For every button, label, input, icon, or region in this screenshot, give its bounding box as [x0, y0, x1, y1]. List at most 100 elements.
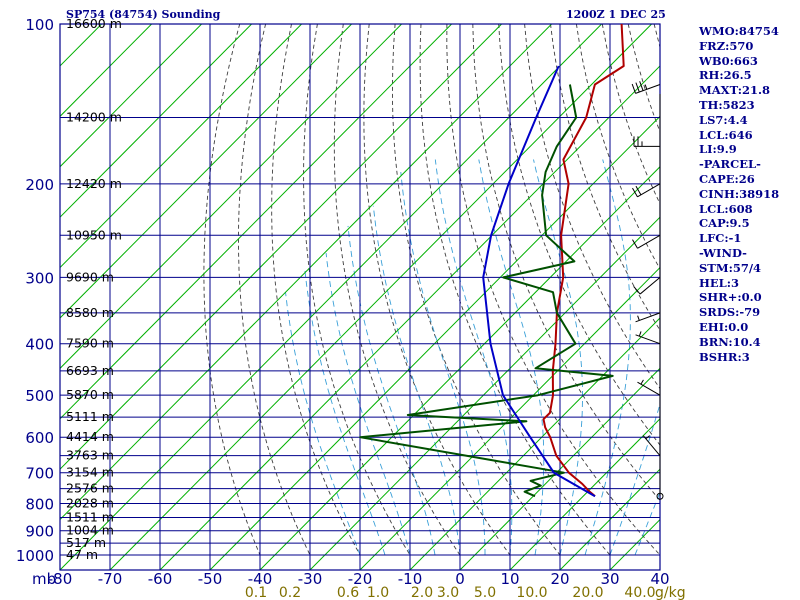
height-label: 1004 m — [66, 523, 114, 538]
parameter-item: LS7:4.4 — [699, 112, 748, 127]
moist-adiabat-line — [372, 205, 461, 556]
moist-adiabat-line — [609, 402, 660, 556]
temperature-tick-label: -30 — [298, 570, 323, 588]
height-label: 16600 m — [66, 16, 122, 31]
mixing-ratio-label: 0.1 — [245, 585, 267, 600]
height-label: 517 m — [66, 535, 106, 550]
isotherm-line — [60, 24, 502, 470]
height-label: 2576 m — [66, 481, 114, 496]
wind-barb-staff — [637, 234, 661, 249]
moist-adiabat-line — [400, 171, 486, 555]
isotherm-line — [309, 216, 660, 570]
height-label: 2028 m — [66, 496, 114, 511]
parameter-item: TH:5823 — [699, 97, 755, 112]
wind-barb-feather — [632, 239, 638, 249]
parameter-item: HEL:3 — [699, 275, 739, 290]
temperature-tick-label: -40 — [248, 570, 273, 588]
wind-barb-half-feather — [640, 379, 644, 385]
height-label: 8580 m — [66, 305, 114, 320]
pressure-tick-label: 400 — [25, 336, 54, 354]
mixing-ratio-label: 40.0 — [624, 585, 655, 600]
parameter-item: -PARCEL- — [699, 157, 761, 172]
moist-adiabat-line — [325, 253, 411, 556]
parameter-item: EHI:0.0 — [699, 319, 749, 334]
height-label: 12420 m — [66, 176, 122, 191]
chart-title: SP754 (84754) Sounding — [66, 8, 221, 21]
sounding-parameters-panel: WMO:84754 FRZ:570 WB0:663 RH:26.5 MAXT:21.8 T… — [699, 24, 779, 364]
isotherm-line — [409, 317, 660, 570]
isotherm-line — [60, 24, 352, 319]
wind-barb-feather — [632, 187, 638, 198]
height-label: 5111 m — [66, 409, 114, 424]
parameter-item: FRZ:570 — [699, 38, 754, 53]
temperature-profile-line — [542, 24, 625, 497]
dry-adiabat-line — [238, 24, 311, 556]
pressure-tick-label: 300 — [25, 269, 54, 287]
mixing-ratio-label: 3.0 — [437, 585, 459, 600]
mixing-ratio-label: 10.0 — [516, 585, 547, 600]
pressure-tick-label: 500 — [25, 387, 54, 405]
wind-barb-staff — [635, 312, 661, 323]
moist-adiabat-line — [533, 159, 583, 556]
isotherm-line — [209, 115, 660, 570]
mixing-ratio-label: 2.0 — [411, 585, 433, 600]
moist-adiabat-line — [285, 292, 361, 556]
wind-barb-feather — [639, 81, 644, 91]
parameter-item: -WIND- — [699, 245, 747, 260]
parameter-item: LI:9.9 — [699, 142, 737, 157]
mixing-ratio-label: 0.2 — [279, 585, 301, 600]
axis-labels: 16600 m 14200 m 12420 m 10950 m 9690 m 8580 m… — [16, 16, 686, 600]
parameter-item: RH:26.5 — [699, 68, 752, 83]
isotherm-line — [60, 24, 402, 370]
height-label: 6693 m — [66, 363, 114, 378]
pressure-tick-label: 700 — [25, 465, 54, 483]
parameter-item: LCL:646 — [699, 127, 753, 142]
temperature-tick-label: 40 — [650, 570, 669, 588]
parameter-item: BSHR:3 — [699, 349, 750, 364]
dry-adiabat-line — [784, 24, 800, 555]
mixing-ratio-label: 20.0 — [572, 585, 603, 600]
moist-adiabat-line — [478, 159, 545, 556]
chart-datetime: 1200Z 1 DEC 25 — [566, 8, 666, 21]
parameter-item: SHR+:0.0 — [699, 290, 762, 305]
parameter-item: BRN:10.4 — [699, 334, 761, 349]
height-label: 7590 m — [66, 336, 114, 351]
parameter-item: LCL:608 — [699, 201, 753, 216]
height-label: 10950 m — [66, 227, 122, 242]
mixing-ratio-label: 0.6 — [337, 585, 359, 600]
isotherm-line — [459, 367, 660, 570]
parameter-item: CAPE:26 — [699, 171, 755, 186]
height-label: 5870 m — [66, 387, 114, 402]
height-label: 4414 m — [66, 429, 114, 444]
isotherm-line — [259, 166, 660, 570]
dry-adiabat-line — [271, 24, 361, 556]
wind-barb-feather — [635, 185, 642, 196]
temperature-tick-label: -80 — [48, 570, 73, 588]
parameter-item: WMO:84754 — [699, 24, 779, 38]
moist-adiabat-line — [304, 269, 386, 556]
isotherm-line — [60, 24, 452, 420]
calm-wind-marker — [656, 492, 664, 500]
wind-barbs — [631, 81, 664, 500]
dry-adiabat-line — [392, 24, 561, 556]
isotherm-line — [60, 24, 552, 521]
temperature-tick-label: -20 — [348, 570, 373, 588]
temperature-tick-label: 10 — [500, 570, 519, 588]
height-label: 47 m — [66, 547, 98, 562]
parameter-item: CINH:38918 — [699, 186, 780, 201]
wind-barb-staff — [635, 84, 661, 94]
isotherm-line — [60, 24, 202, 168]
isotherms — [60, 24, 660, 570]
pressure-tick-label: 200 — [25, 176, 54, 194]
parameter-item: SRDS:-79 — [699, 305, 761, 320]
wind-barb-half-feather — [645, 435, 651, 440]
isotherm-line — [509, 418, 660, 570]
isotherm-line — [559, 468, 660, 570]
height-label: 1511 m — [66, 510, 114, 525]
parameter-item: MAXT:21.8 — [699, 83, 770, 98]
moist-adiabat-line — [347, 225, 436, 556]
moist-adiabat-line — [584, 159, 631, 556]
temperature-tick-label: -50 — [198, 570, 223, 588]
wind-barb-feather — [633, 286, 641, 295]
